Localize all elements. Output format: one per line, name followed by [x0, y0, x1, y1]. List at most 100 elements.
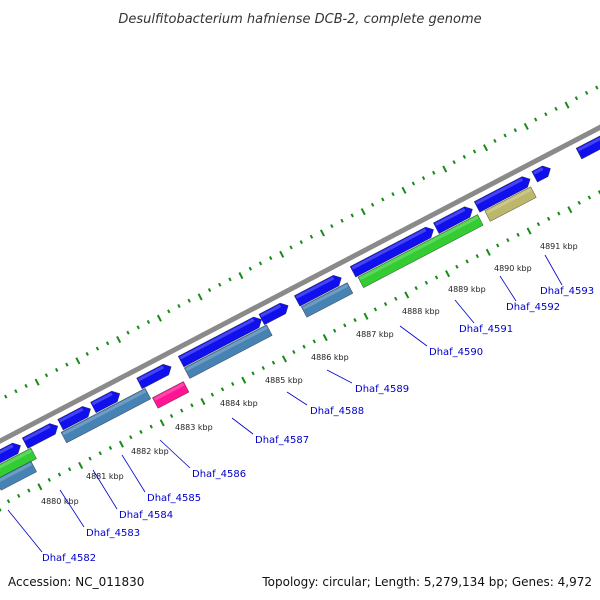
outer-tick [330, 224, 334, 229]
gene-label-dhaf-4587[interactable]: Dhaf_4587 [255, 435, 309, 446]
gene-highlight [0, 444, 14, 455]
gene-feature[interactable] [136, 363, 172, 390]
kbp-label-4884: 4884 kbp [220, 399, 258, 408]
gene-feature[interactable] [258, 302, 289, 326]
gene-feature[interactable] [60, 388, 152, 444]
gene-highlight [351, 228, 427, 270]
gene-highlight [434, 208, 466, 226]
gene-label-dhaf-4584[interactable]: Dhaf_4584 [119, 510, 173, 521]
outer-tick [299, 240, 303, 245]
inner-tick [516, 232, 520, 237]
leader-line [499, 275, 517, 302]
outer-tick [421, 176, 426, 181]
gene-label-dhaf-4589[interactable]: Dhaf_4589 [355, 384, 409, 395]
inner-tick [485, 248, 491, 256]
kbp-label-4890: 4890 kbp [494, 264, 532, 273]
gene-highlight [185, 326, 268, 371]
inner-tick [118, 440, 124, 448]
gene-label-dhaf-4583[interactable]: Dhaf_4583 [86, 528, 140, 539]
kbp-label-4887: 4887 kbp [356, 330, 394, 339]
outer-tick [269, 256, 273, 261]
gene-label-dhaf-4591[interactable]: Dhaf_4591 [459, 324, 513, 335]
leader-line [454, 299, 475, 324]
gene-feature[interactable] [531, 165, 551, 183]
gene-feature[interactable] [349, 226, 434, 278]
inner-tick [159, 419, 165, 427]
inner-tick [139, 429, 143, 434]
inner-tick [312, 339, 316, 344]
outer-tick [360, 208, 366, 216]
inner-tick [373, 307, 378, 312]
outer-tick [187, 298, 191, 303]
inner-tick [557, 211, 561, 216]
inner-tick [434, 275, 439, 280]
inner-tick [414, 286, 418, 291]
gene-label-dhaf-4590[interactable]: Dhaf_4590 [429, 347, 483, 358]
accession-text: Accession: NC_011830 [8, 575, 144, 589]
outer-tick [411, 181, 416, 186]
outer-tick [289, 245, 293, 250]
gene-label-dhaf-4586[interactable]: Dhaf_4586 [192, 469, 246, 480]
gene-feature[interactable] [433, 206, 473, 234]
gene-feature[interactable] [177, 316, 262, 368]
gene-feature[interactable] [300, 282, 354, 318]
kbp-label-4889: 4889 kbp [448, 285, 486, 294]
gene-label-dhaf-4593[interactable]: Dhaf_4593 [540, 286, 594, 297]
outer-tick [472, 149, 477, 154]
outer-tick [197, 293, 203, 301]
gene-feature[interactable] [152, 381, 190, 409]
outer-tick [126, 330, 130, 335]
gene-highlight [0, 462, 32, 482]
outer-tick [156, 314, 162, 322]
gene-feature[interactable] [21, 423, 59, 449]
gene-feature[interactable] [473, 176, 531, 213]
outer-tick [248, 266, 253, 271]
inner-tick [475, 254, 480, 259]
outer-tick [381, 197, 385, 202]
inner-tick [546, 216, 551, 221]
gene-feature[interactable] [0, 442, 21, 468]
gene-label-dhaf-4588[interactable]: Dhaf_4588 [310, 406, 364, 417]
gene-feature[interactable] [484, 186, 537, 222]
gene-label-dhaf-4582[interactable]: Dhaf_4582 [42, 553, 96, 564]
gene-label-dhaf-4585[interactable]: Dhaf_4585 [147, 493, 201, 504]
inner-tick [292, 350, 296, 355]
gene-feature[interactable] [0, 447, 37, 480]
inner-tick [577, 200, 581, 205]
inner-tick [322, 334, 328, 342]
inner-tick [17, 493, 21, 498]
gene-feature[interactable] [183, 324, 273, 379]
kbp-label-4883: 4883 kbp [175, 423, 213, 432]
inner-tick [220, 387, 225, 392]
gene-label-dhaf-4592[interactable]: Dhaf_4592 [506, 302, 560, 313]
gene-feature[interactable] [357, 214, 484, 288]
gene-highlight [137, 365, 165, 382]
outer-tick [370, 202, 375, 207]
outer-tick [493, 138, 497, 143]
gene-feature[interactable] [0, 460, 37, 491]
inner-tick [57, 472, 62, 477]
leader-line [326, 369, 353, 384]
inner-tick [394, 296, 398, 301]
outer-tick [442, 165, 448, 173]
outer-tick [167, 309, 171, 314]
inner-tick [281, 355, 287, 363]
kbp-label-4881: 4881 kbp [86, 472, 124, 481]
inner-tick [465, 259, 469, 264]
inner-tick [6, 499, 11, 504]
outer-tick [564, 101, 570, 109]
leader-line [286, 391, 308, 406]
gene-feature[interactable] [57, 406, 91, 431]
gene-features [0, 132, 600, 491]
outer-tick [340, 218, 344, 223]
outer-tick [218, 282, 222, 287]
gene-feature[interactable] [575, 132, 600, 160]
gene-feature[interactable] [294, 275, 342, 307]
inner-tick [200, 397, 206, 406]
gene-labels: Dhaf_4582 Dhaf_4583 Dhaf_4584 Dhaf_4585 … [42, 286, 594, 564]
outer-tick [503, 133, 507, 138]
gene-feature[interactable] [90, 390, 121, 414]
outer-tick [513, 128, 517, 133]
